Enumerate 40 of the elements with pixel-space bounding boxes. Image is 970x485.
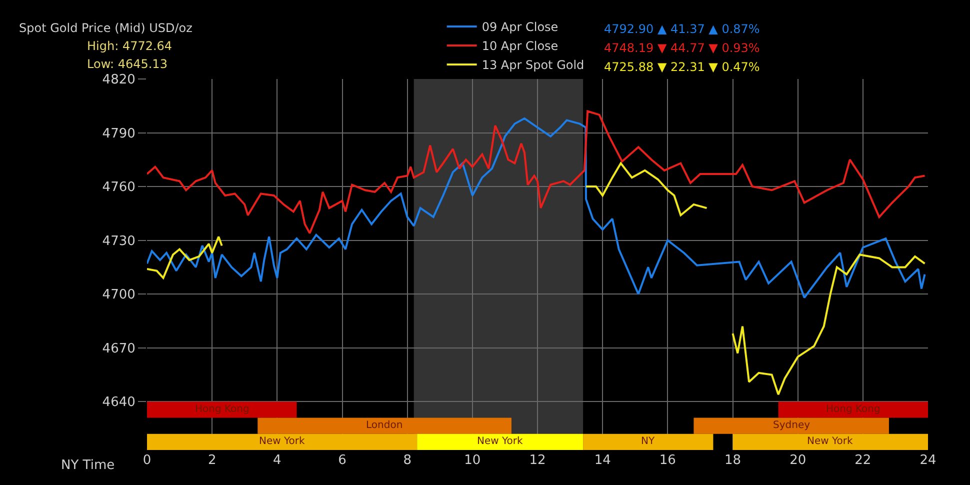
legend-label: 10 Apr Close bbox=[482, 39, 558, 54]
x-tick-label: 6 bbox=[338, 453, 346, 468]
x-tick-label: 12 bbox=[529, 453, 546, 468]
y-tick-label: 4640 bbox=[102, 395, 136, 410]
x-tick-label: 14 bbox=[594, 453, 611, 468]
line-series bbox=[147, 117, 926, 299]
x-tick-label: 24 bbox=[920, 453, 936, 468]
line-series bbox=[147, 110, 926, 234]
legend-label: 09 Apr Close bbox=[482, 20, 558, 34]
x-tick-label: 20 bbox=[790, 453, 806, 468]
x-tick-label: 18 bbox=[724, 453, 742, 468]
x-tick-label: 0 bbox=[142, 453, 152, 468]
x-tick-label: 10 bbox=[464, 453, 481, 468]
band-label: NY bbox=[641, 436, 656, 447]
y-tick-label: 4730 bbox=[102, 234, 136, 249]
x-tick-label: 16 bbox=[659, 453, 676, 468]
band-label: New York bbox=[477, 436, 523, 447]
text: 4748.19 ▼ 44.77 ▼ 0.93% bbox=[604, 41, 760, 55]
text: Low: 4645.13 bbox=[87, 57, 168, 71]
y-tick-label: 4670 bbox=[102, 341, 136, 356]
band-label: Hong Kong bbox=[195, 404, 250, 415]
y-tick-label: 4790 bbox=[102, 126, 136, 142]
y-tick-label: 4820 bbox=[102, 72, 136, 88]
x-tick-label: 2 bbox=[208, 453, 216, 468]
band-label: New York bbox=[259, 436, 305, 447]
y-tick-label: 4760 bbox=[102, 180, 136, 196]
band-label: Sydney bbox=[773, 420, 810, 431]
text: 4792.90 ▲ 41.37 ▲ 0.87% bbox=[604, 22, 760, 36]
x-tick-label: 8 bbox=[403, 453, 412, 468]
x-tick-label: 4 bbox=[273, 453, 282, 468]
band-label: London bbox=[366, 420, 403, 431]
text: High: 4772.64 bbox=[87, 39, 172, 53]
chart-title: Spot Gold Price (Mid) USD/oz bbox=[19, 21, 192, 35]
x-tick-label: 22 bbox=[854, 453, 872, 468]
legend-label: 13 Apr Spot Gold bbox=[482, 58, 584, 72]
band-label: Hong Kong bbox=[826, 404, 880, 415]
y-tick-label: 4700 bbox=[102, 288, 136, 303]
text: 4725.88 ▼ 22.31 ▼ 0.47% bbox=[604, 60, 760, 74]
x-axis-title: NY Time bbox=[61, 458, 115, 473]
band-label: New York bbox=[807, 436, 853, 447]
